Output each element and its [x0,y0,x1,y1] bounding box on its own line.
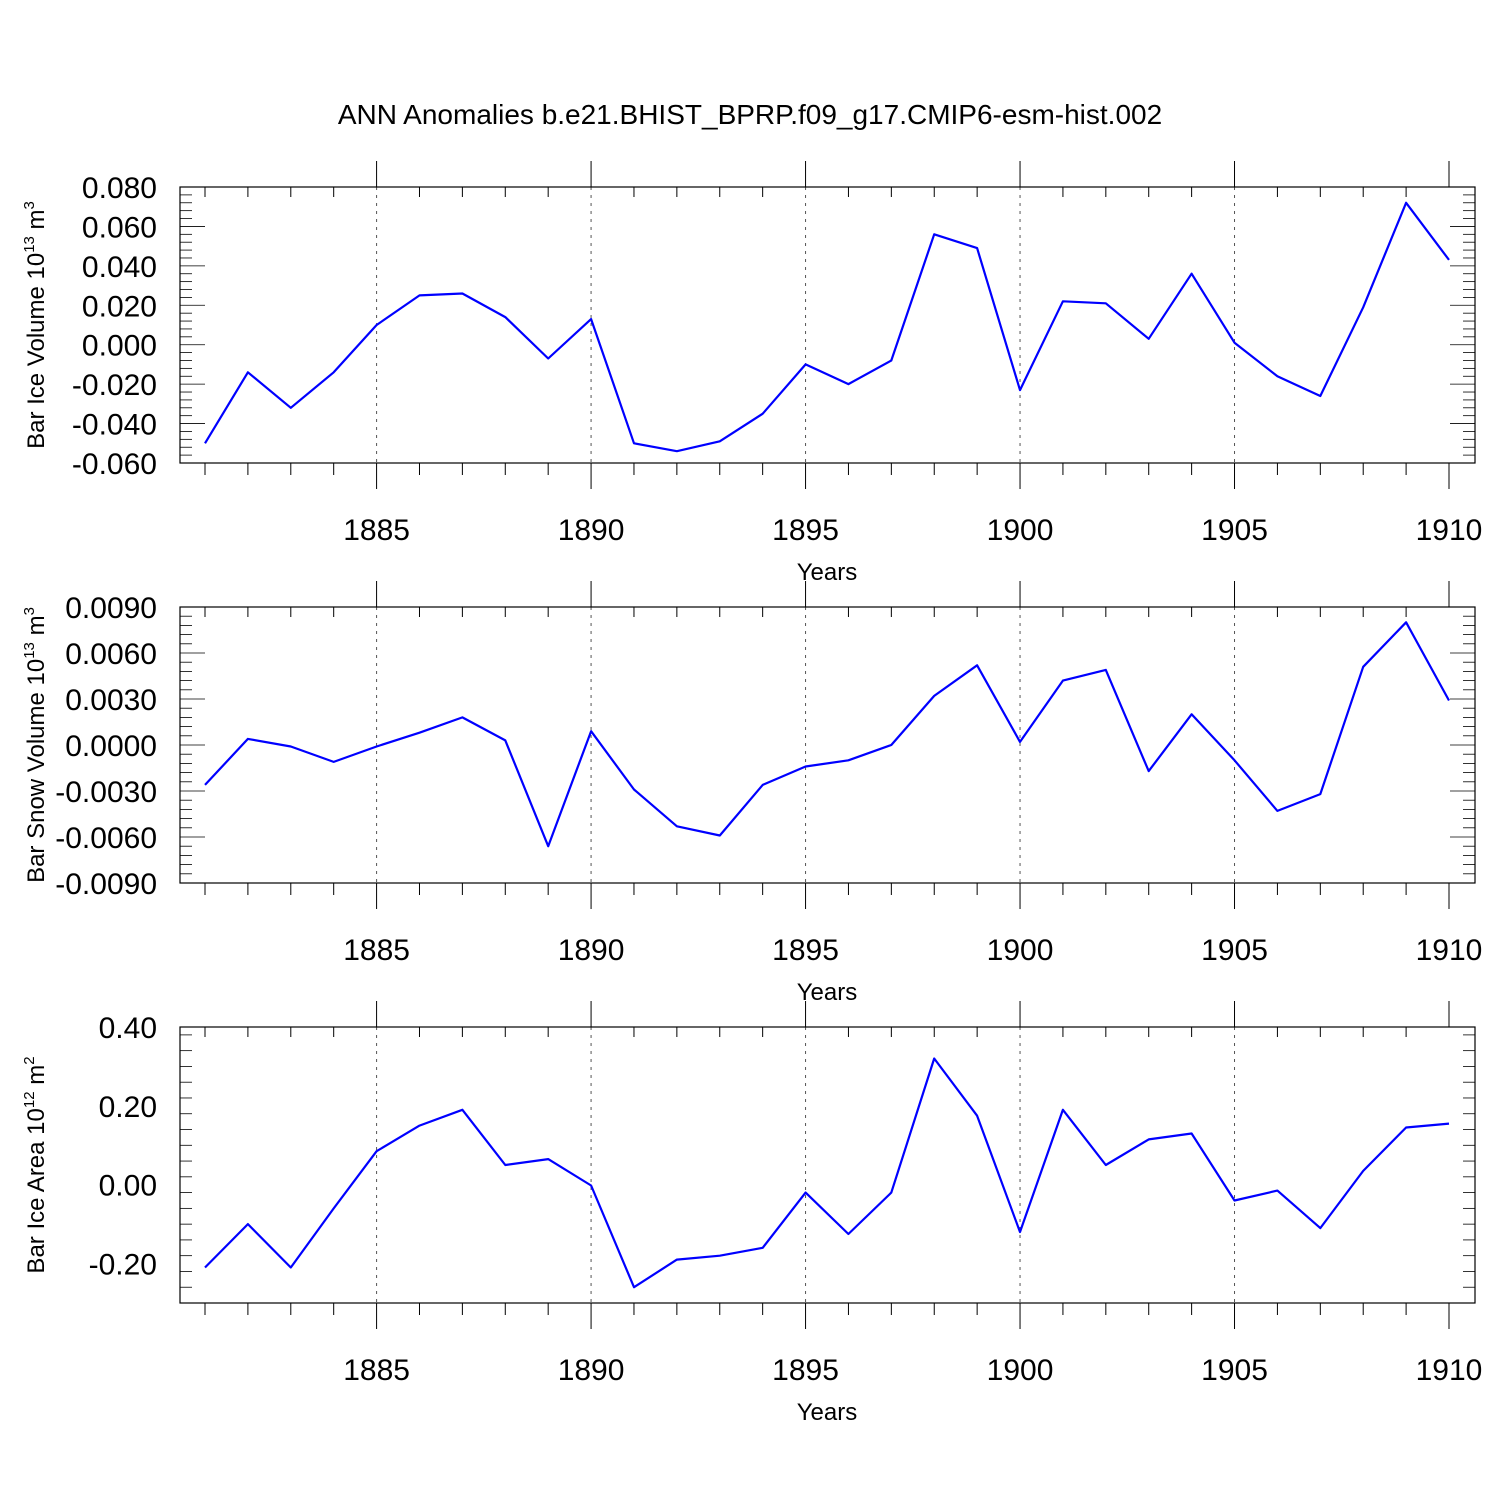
y-axis-title-unit-exponent: 3 [21,607,38,615]
x-tick-label: 1910 [1416,1354,1483,1387]
y-axis-title-text: Bar Ice Volume 10 [23,253,50,449]
y-axis-title-unit: m [23,1065,50,1092]
x-tick-label: 1895 [772,934,839,967]
y-tick-label: 0.080 [82,172,157,205]
y-axis-title-exponent: 12 [21,1091,38,1108]
chart-panels: -0.060 -0.040 -0.020 0.000 0.020 0.040 0.060 0.… [21,161,1482,1426]
x-tick-label: 1905 [1201,514,1268,547]
x-axis-title: Years [797,559,858,586]
y-tick-label: 0.0090 [65,592,157,625]
y-tick-label: -0.0030 [55,776,157,809]
x-tick-label: 1900 [987,514,1054,547]
y-tick-label: 0.0030 [65,684,157,717]
x-axis-title: Years [797,1399,858,1426]
series-line-1 [204,1057,1450,1289]
y-tick-label: 0.000 [82,330,157,363]
y-axis-title-exponent: 13 [21,642,38,659]
x-tick-label: 1895 [772,514,839,547]
y-axis-title-unit: m [23,209,50,236]
y-tick-label: -0.0060 [55,822,157,855]
x-tick-label: 1905 [1201,934,1268,967]
y-axis-title-exponent: 13 [21,236,38,253]
y-tick-label: 0.0000 [65,730,157,763]
y-tick-label: 0.0060 [65,638,157,671]
y-axis-title: Bar Ice Volume 1013 m3 [21,201,50,449]
y-tick-label: 0.020 [82,290,157,323]
x-tick-label: 1890 [558,934,625,967]
y-tick-label: 0.060 [82,211,157,244]
x-axis-title: Years [797,979,858,1006]
x-tick-label: 1905 [1201,1354,1268,1387]
y-tick-label: 0.20 [99,1091,157,1124]
series-line-1 [204,201,1450,453]
x-tick-label: 1910 [1416,514,1483,547]
y-tick-label: 0.040 [82,251,157,284]
y-tick-label: -0.20 [89,1249,157,1282]
y-axis-title-text: Bar Ice Area 10 [23,1108,50,1273]
chart-panel-1: -0.060 -0.040 -0.020 0.000 0.020 0.040 0.060 0.… [21,161,1482,586]
chart-title: ANN Anomalies b.e21.BHIST_BPRP.f09_g17.C… [338,99,1162,130]
plot-frame [179,606,1476,884]
y-axis-title: Bar Ice Area 1012 m2 [21,1056,50,1273]
x-tick-label: 1900 [987,1354,1054,1387]
y-axis-title-text: Bar Snow Volume 10 [23,659,50,883]
plot-frame [179,1026,1476,1304]
y-axis-title-unit: m [23,615,50,642]
x-tick-label: 1890 [558,1354,625,1387]
x-tick-label: 1885 [343,514,410,547]
y-axis-title-unit-exponent: 3 [21,201,38,209]
y-tick-label: 0.40 [99,1012,157,1045]
x-tick-label: 1885 [343,934,410,967]
x-tick-label: 1900 [987,934,1054,967]
x-tick-label: 1895 [772,1354,839,1387]
y-axis-title-unit-exponent: 2 [21,1056,38,1064]
x-tick-label: 1910 [1416,934,1483,967]
y-tick-label: -0.040 [72,409,157,442]
y-axis-title: Bar Snow Volume 1013 m3 [21,607,50,883]
series-line-1 [204,621,1450,848]
y-tick-label: -0.060 [72,448,157,481]
y-tick-label: -0.020 [72,369,157,402]
chart-panel-3: -0.20 0.00 0.20 0.40 1885 1890 1895 1900 1905 191… [21,1001,1482,1426]
plot-frame [179,186,1476,464]
y-tick-label: 0.00 [99,1170,157,1203]
x-tick-label: 1885 [343,1354,410,1387]
chart-panel-2: -0.0090 -0.0060 -0.0030 0.0000 0.0030 0.0060 0… [21,581,1482,1006]
x-tick-label: 1890 [558,514,625,547]
y-tick-label: -0.0090 [55,868,157,901]
